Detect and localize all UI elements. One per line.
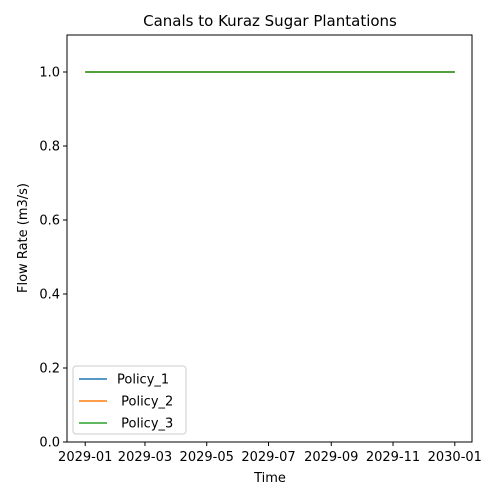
y-tick-label: 0.2 <box>39 362 60 377</box>
x-tick-label: 2030-01 <box>428 450 482 465</box>
legend-label-2: Policy_2 <box>117 395 173 410</box>
x-tick-label: 2029-01 <box>58 450 112 465</box>
x-tick-label: 2029-07 <box>241 450 295 465</box>
legend-box <box>72 365 187 435</box>
y-tick-label: 0.6 <box>39 214 60 229</box>
x-tick-label: 2029-05 <box>180 450 234 465</box>
x-tick-label: 2029-11 <box>366 450 420 465</box>
y-axis-label: Flow Rate (m3/s) <box>16 183 31 293</box>
y-tick-label: 0.0 <box>39 436 60 451</box>
plot-area: 0.0 0.2 0.4 0.6 0.8 1.0 2029-01 2029-03 2029-05 2… <box>39 34 482 465</box>
legend-label-1: Policy_1 <box>117 373 169 388</box>
x-axis-label: Time <box>253 471 286 486</box>
y-tick-label: 0.8 <box>39 140 60 155</box>
x-tick-label: 2029-03 <box>118 450 172 465</box>
chart-title: Canals to Kuraz Sugar Plantations <box>143 12 397 30</box>
y-tick-label: 0.4 <box>39 288 60 303</box>
legend: Policy_1 Policy_2 Policy_3 <box>72 365 187 435</box>
plot-frame <box>66 34 473 443</box>
legend-label-3: Policy_3 <box>117 417 173 432</box>
y-tick-label: 1.0 <box>39 66 60 81</box>
x-tick-label: 2029-09 <box>304 450 358 465</box>
